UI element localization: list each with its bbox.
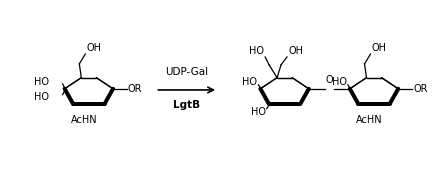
- Text: HO: HO: [331, 77, 346, 87]
- Text: OH: OH: [287, 46, 302, 56]
- Text: OH: OH: [371, 43, 385, 53]
- Text: UDP-Gal: UDP-Gal: [165, 67, 208, 77]
- Text: O: O: [325, 75, 332, 85]
- Text: HO: HO: [34, 92, 49, 102]
- Text: OR: OR: [127, 84, 142, 94]
- Text: AcHN: AcHN: [355, 115, 381, 125]
- Text: HO: HO: [250, 107, 265, 116]
- Text: OH: OH: [86, 43, 101, 53]
- Text: HO: HO: [242, 77, 257, 87]
- Text: HO: HO: [249, 46, 264, 56]
- Text: LgtB: LgtB: [173, 100, 200, 110]
- Text: AcHN: AcHN: [71, 115, 97, 125]
- Text: OR: OR: [412, 84, 427, 94]
- Text: HO: HO: [34, 77, 49, 87]
